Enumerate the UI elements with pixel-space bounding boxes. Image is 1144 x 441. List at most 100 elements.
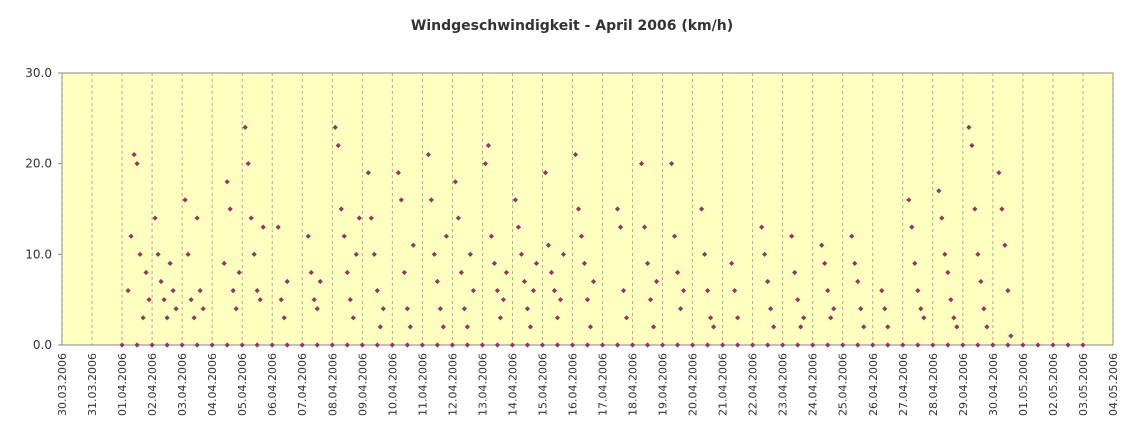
- point: [981, 306, 987, 312]
- point: [575, 206, 582, 212]
- point: [990, 342, 996, 348]
- point: [674, 342, 681, 348]
- point: [134, 342, 140, 348]
- point: [512, 197, 519, 203]
- point: [527, 324, 534, 330]
- point: [389, 342, 395, 348]
- x-tick-label: 18.04.2006: [627, 353, 640, 416]
- point: [750, 342, 756, 348]
- point: [341, 233, 347, 239]
- point: [762, 251, 768, 257]
- point: [801, 315, 807, 321]
- point: [521, 278, 528, 285]
- chart-title: Windgeschwindigkeit - April 2006 (km/h): [411, 18, 733, 34]
- point: [735, 315, 741, 321]
- point: [467, 251, 473, 257]
- point: [831, 306, 837, 312]
- point: [729, 260, 735, 266]
- point: [587, 324, 594, 330]
- point: [311, 297, 317, 303]
- point: [906, 197, 912, 203]
- point: [638, 161, 645, 167]
- x-tick-label: 05.04.2006: [236, 353, 249, 416]
- point: [641, 224, 648, 230]
- point: [155, 251, 161, 257]
- point: [1005, 288, 1011, 294]
- point: [1065, 342, 1071, 348]
- point: [164, 315, 170, 321]
- x-tick-label: 25.04.2006: [837, 353, 850, 416]
- x-tick-label: 26.04.2006: [867, 353, 880, 416]
- point: [789, 233, 795, 239]
- point: [822, 260, 828, 266]
- x-tick-label: 08.04.2006: [326, 353, 339, 416]
- point: [629, 342, 636, 348]
- point: [191, 315, 197, 321]
- point: [197, 288, 203, 294]
- point: [690, 342, 696, 348]
- point: [735, 342, 741, 348]
- point: [335, 142, 341, 149]
- point: [915, 288, 921, 294]
- point: [768, 306, 774, 312]
- x-tick-label: 20.04.2006: [687, 353, 700, 416]
- point: [620, 288, 627, 294]
- point: [969, 142, 975, 149]
- point: [182, 197, 188, 203]
- point: [771, 324, 777, 330]
- point: [245, 161, 251, 167]
- x-tick-label: 28.04.2006: [927, 353, 940, 416]
- point: [699, 206, 705, 212]
- point: [614, 342, 621, 348]
- point: [479, 342, 485, 348]
- point: [359, 342, 365, 348]
- point: [945, 269, 951, 276]
- point: [455, 215, 461, 221]
- point: [224, 342, 230, 348]
- point: [849, 233, 855, 239]
- point: [314, 306, 320, 312]
- x-tick-label: 13.04.2006: [476, 353, 489, 416]
- point: [125, 288, 131, 294]
- point: [251, 251, 257, 257]
- x-tick-label: 03.05.2006: [1077, 353, 1090, 416]
- x-tick-label: 01.04.2006: [116, 353, 129, 416]
- x-tick-label: 04.05.2006: [1107, 353, 1120, 416]
- point: [356, 215, 362, 221]
- point: [128, 233, 134, 239]
- point: [545, 242, 552, 248]
- point: [671, 233, 678, 239]
- point: [254, 342, 260, 348]
- point: [795, 297, 801, 303]
- point: [623, 315, 630, 321]
- point: [975, 342, 981, 348]
- point: [798, 324, 804, 330]
- x-tick-label: 24.04.2006: [807, 353, 820, 416]
- point: [614, 206, 621, 212]
- x-tick-label: 06.04.2006: [266, 353, 279, 416]
- point: [419, 342, 425, 348]
- point: [644, 342, 651, 348]
- point: [230, 288, 236, 294]
- point: [458, 269, 464, 276]
- point: [443, 233, 449, 239]
- point: [344, 269, 350, 276]
- point: [284, 342, 290, 348]
- point: [317, 278, 323, 285]
- point: [653, 278, 660, 285]
- point: [852, 260, 858, 266]
- point: [275, 224, 281, 230]
- point: [912, 260, 918, 266]
- x-tick-label: 10.04.2006: [386, 353, 399, 416]
- point: [819, 242, 825, 248]
- point: [260, 224, 266, 230]
- point: [338, 206, 344, 212]
- x-tick-label: 23.04.2006: [777, 353, 790, 416]
- point: [209, 342, 215, 348]
- point: [509, 342, 516, 348]
- point: [314, 342, 320, 348]
- point: [759, 224, 765, 230]
- point: [1020, 342, 1026, 348]
- point: [720, 342, 726, 348]
- point: [708, 315, 714, 321]
